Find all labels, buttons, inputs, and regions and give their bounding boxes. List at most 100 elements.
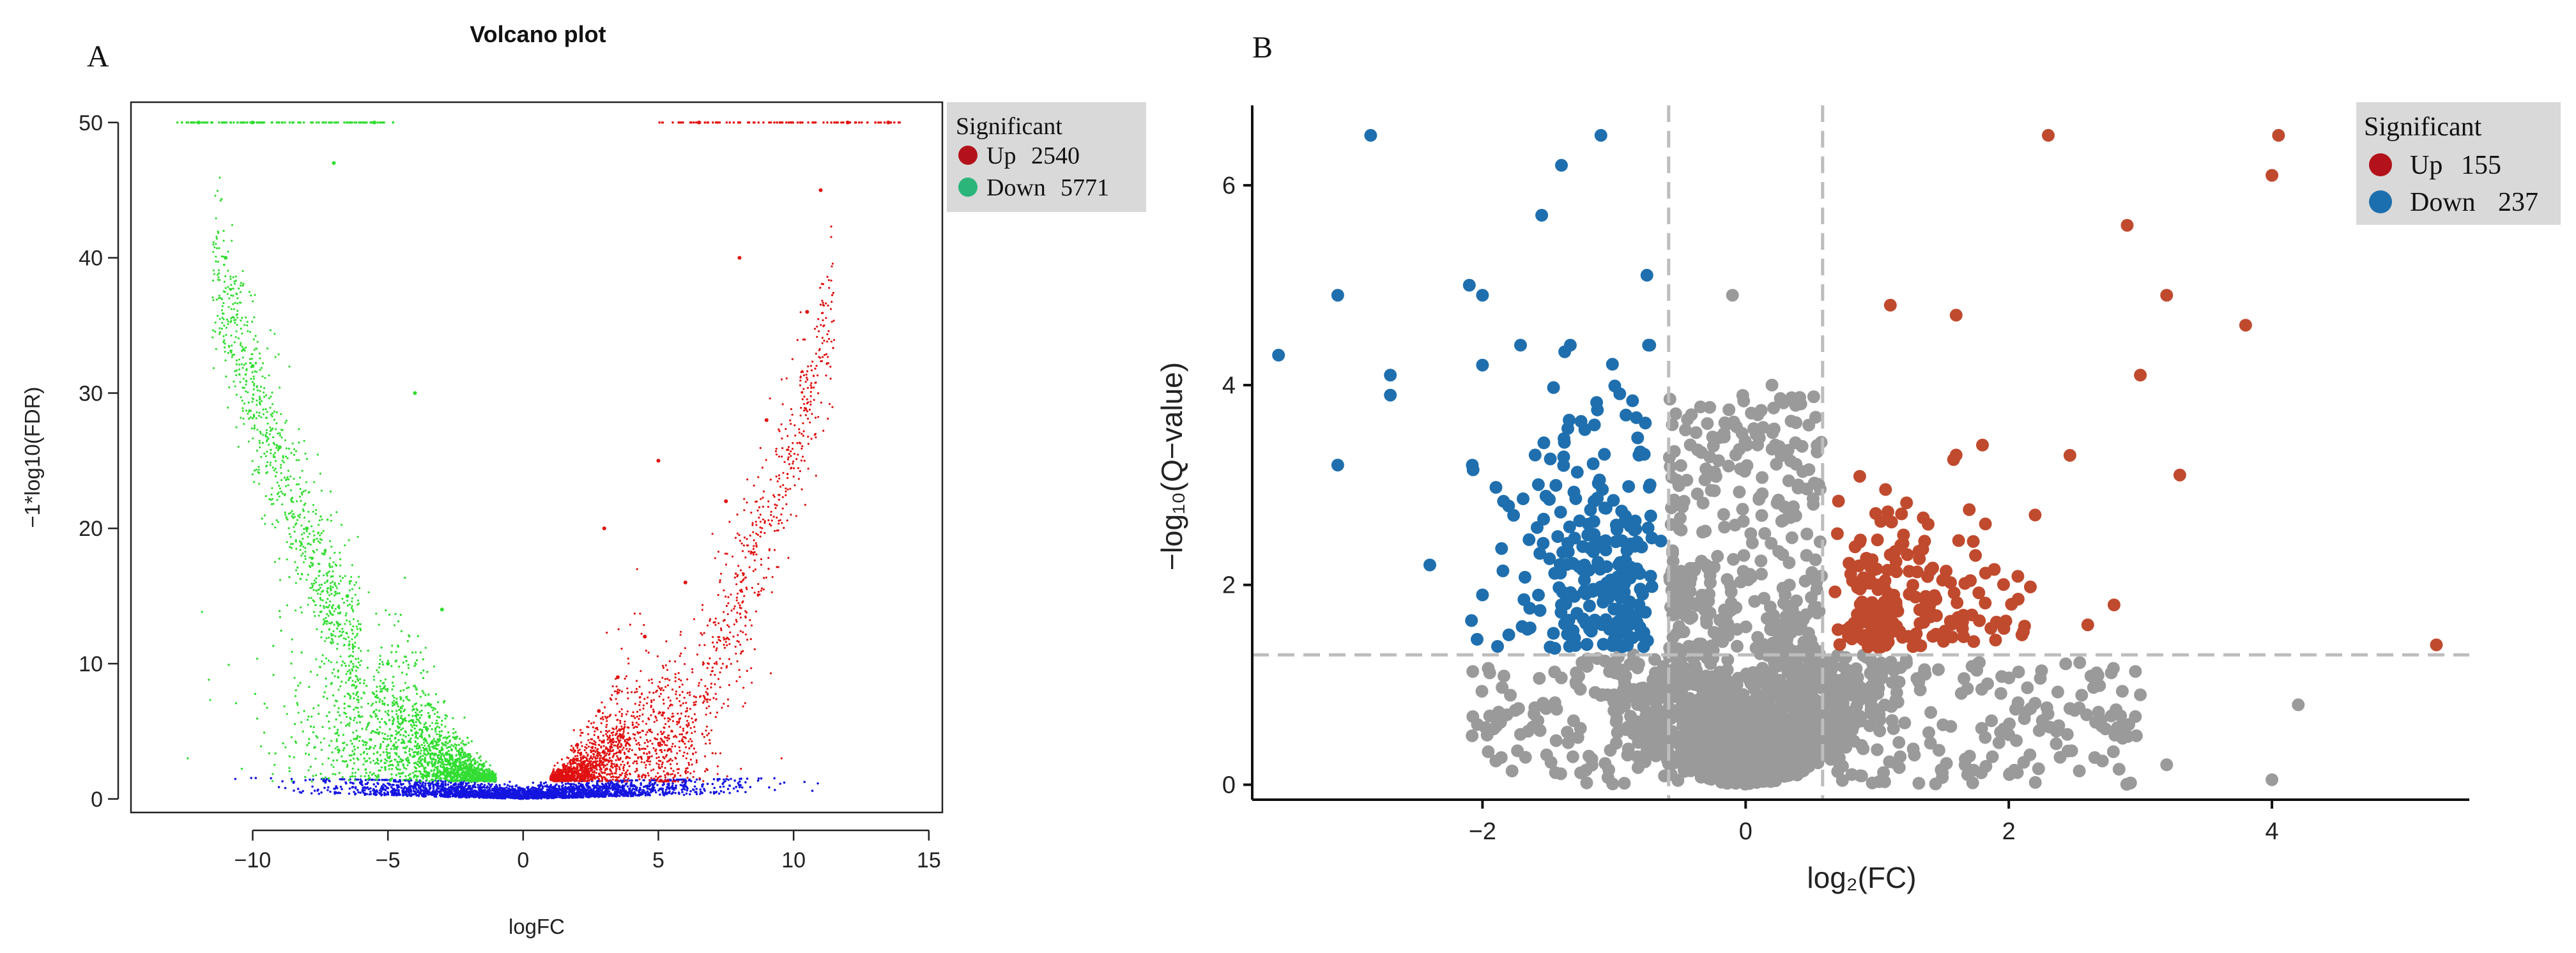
panel-a-point-down-1 <box>454 736 457 740</box>
panel-a-point-down-8 <box>224 255 228 260</box>
panel-b-point-down-15 <box>1364 128 1377 142</box>
panel-b-point-up-1 <box>1871 578 1884 591</box>
panel-a-point-not-significant-8 <box>683 779 687 784</box>
panel-a-point-down-11 <box>372 120 376 125</box>
panel-a-x-tick-label: 5 <box>652 848 664 873</box>
panel-a-point-up-7 <box>764 418 769 422</box>
panel-b-point-down-17 <box>1555 158 1568 172</box>
panel-a-point-up-11 <box>886 120 891 125</box>
panel-a-point-up-15 <box>697 120 701 125</box>
panel-b-point-up-2 <box>1897 528 1910 542</box>
panel-a-point-up-3 <box>616 675 620 680</box>
panel-a-y-tick-label: 40 <box>79 247 103 271</box>
panel-b-point-not-significant-12 <box>2160 758 2174 772</box>
panel-a-point-up-12 <box>656 459 661 463</box>
panel-b-point-down-12 <box>1331 289 1344 302</box>
panel-a-x-tick-label: 15 <box>917 848 941 873</box>
panel-a-y-tick-label: 0 <box>91 788 103 812</box>
panel-b-point-not-significant-2 <box>1779 588 1792 602</box>
panel-a-point-not-significant-7 <box>629 783 634 788</box>
panel-b-x-tick-label: 2 <box>2002 818 2016 845</box>
panel-b-point-up-5 <box>1976 438 1989 452</box>
panel-b-point-up-10 <box>2160 289 2174 302</box>
panel-b-point-up-13 <box>2266 169 2279 182</box>
panel-a-point-not-significant-6 <box>575 786 579 790</box>
panel-a-point-down-9 <box>196 120 201 125</box>
panel-a-y-tick-label: 20 <box>79 517 103 541</box>
panel-b-legend-up-label: Up <box>2410 151 2442 180</box>
panel-a-legend-down-swatch <box>958 178 977 197</box>
panel-b-point-up-8 <box>2120 218 2134 232</box>
panel-a-point-down-0 <box>480 763 485 767</box>
panel-a-x-axis-label: logFC <box>509 915 565 938</box>
panel-b-point-up-18 <box>2081 618 2094 632</box>
panel-a-x-tick-label: 0 <box>517 848 529 873</box>
panel-a-point-down-4 <box>345 594 349 598</box>
panel-b-point-up-11 <box>2173 468 2186 482</box>
panel-a-point-not-significant-3 <box>494 790 498 795</box>
panel-b-point-up-6 <box>2028 508 2042 522</box>
panel-b-x-axis-label: log₂(FC) <box>1807 861 1916 894</box>
panel-b-point-not-significant-13 <box>2094 713 2108 726</box>
panel-a-legend-down-label: Down <box>986 174 1046 201</box>
panel-b-point-down-16 <box>1594 128 1607 142</box>
panel-a-point-down-10 <box>250 120 255 125</box>
panel-b-point-up-19 <box>2015 628 2028 641</box>
panel-a-title: Volcano plot <box>470 21 606 47</box>
panel-a-point-down-13 <box>332 161 336 165</box>
panel-b-point-down-6 <box>1476 588 1489 602</box>
panel-b-point-down-19 <box>1640 268 1653 282</box>
panel-b-point-up-12 <box>2239 319 2252 332</box>
panel-b-label: B <box>1252 31 1273 65</box>
panel-a-y-tick-label: 50 <box>79 111 103 135</box>
panel-a-point-up-5 <box>683 580 687 584</box>
panel-a-point-up-6 <box>724 499 728 503</box>
panel-a-point-down-14 <box>440 607 444 612</box>
panel-b-point-not-significant-4 <box>1791 478 1805 492</box>
panel-b-legend-title: Significant <box>2364 112 2482 142</box>
panel-b-point-down-14 <box>1272 349 1285 362</box>
panel-b-point-not-significant-1 <box>1699 558 1713 572</box>
panel-b-point-down-10 <box>1384 369 1397 382</box>
panel-b-point-up-20 <box>2107 598 2120 611</box>
panel-b-point-down-4 <box>1528 448 1542 462</box>
panel-b-axes: −2 0 2 4 0 2 4 6 <box>1222 105 2469 845</box>
panel-a-x-tick-label: 10 <box>781 848 806 873</box>
panel-b-point-up-15 <box>2430 638 2443 652</box>
panel-a-label: A <box>87 40 109 73</box>
panel-b-legend-up-swatch <box>2369 153 2392 176</box>
panel-b-x-tick-label: −2 <box>1469 818 1496 845</box>
panel-b-x-tick-label: 0 <box>1739 818 1752 845</box>
panel-b-point-not-significant-7 <box>1936 718 1950 731</box>
panel-a-point-down-7 <box>250 364 255 368</box>
panel-a-point-up-10 <box>845 120 850 125</box>
panel-a-point-up-0 <box>562 763 566 767</box>
panel-b-y-axis-label: −log₁₀(Q−value) <box>1155 362 1188 570</box>
panel-b-point-not-significant-8 <box>2002 728 2016 742</box>
panel-b-point-up-3 <box>1923 598 1936 611</box>
panel-b-point-down-5 <box>1502 628 1515 641</box>
panel-b-point-down-7 <box>1476 358 1489 372</box>
panel-b-y-tick-label: 2 <box>1222 572 1236 599</box>
panel-a-point-up-8 <box>805 310 809 314</box>
panel-a-legend: Significant Up 2540 Down 5771 <box>947 102 1146 212</box>
panel-a-point-down-6 <box>277 445 282 450</box>
panel-b-y-tick-label: 6 <box>1222 172 1236 199</box>
panel-b-point-not-significant-5 <box>1673 678 1687 692</box>
panel-b-y-tick-label: 0 <box>1222 772 1236 799</box>
panel-b: B −2 0 2 4 0 2 4 6 log₂(FC) −log₁₀(Q−value) Sig… <box>1155 31 2561 894</box>
panel-b-point-down-3 <box>1555 598 1568 611</box>
panel-b-point-down-18 <box>1535 209 1549 222</box>
panel-a-point-cloud <box>176 121 901 800</box>
panel-a-point-not-significant-1 <box>413 783 417 788</box>
panel-a-point-down-2 <box>426 702 431 706</box>
panel-b-legend-up-count: 155 <box>2461 151 2501 180</box>
panel-a-point-up-2 <box>597 709 601 713</box>
panel-b-point-down-20 <box>1423 558 1436 572</box>
panel-a-plot-frame <box>130 101 944 814</box>
panel-a-point-down-5 <box>305 526 309 531</box>
panel-a-x-tick-label: −10 <box>234 848 272 873</box>
panel-a-point-not-significant-0 <box>358 781 363 785</box>
panel-b-point-not-significant-6 <box>1805 668 1818 682</box>
